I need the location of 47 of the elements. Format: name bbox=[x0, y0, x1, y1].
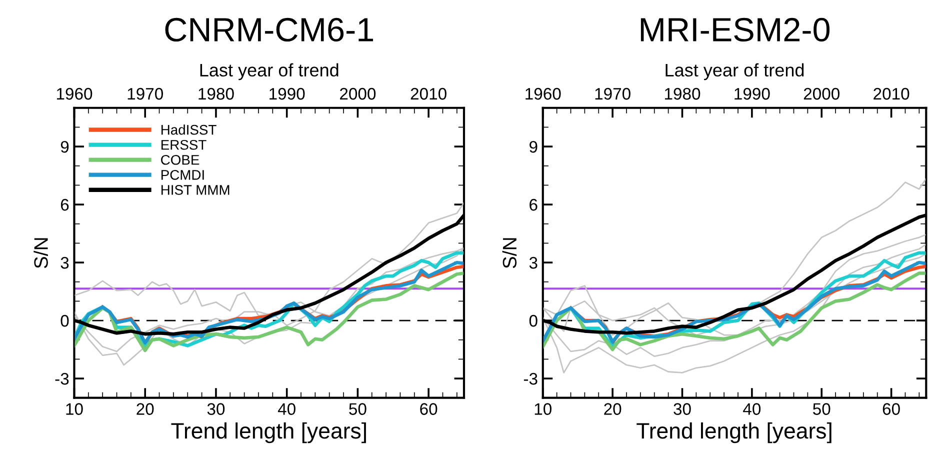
x-tick-label: 10 bbox=[66, 403, 83, 415]
x-axis-title: Trend length [years] bbox=[171, 422, 366, 444]
legend-label: HadISST bbox=[161, 124, 216, 135]
y-tick-label: 9 bbox=[60, 140, 69, 153]
legend-label: HIST MMM bbox=[161, 185, 230, 195]
legend-label: ERSST bbox=[161, 140, 206, 150]
x2-tick-label: 1970 bbox=[595, 88, 630, 100]
x-tick-label: 40 bbox=[278, 403, 296, 415]
y-tick-label: 6 bbox=[60, 198, 69, 211]
x2-tick-label: 2010 bbox=[410, 88, 446, 100]
y-tick-label: -3 bbox=[55, 372, 69, 385]
chart-title: MRI-ESM2-0 bbox=[640, 18, 830, 42]
x-tick-label: 20 bbox=[604, 403, 622, 415]
x2-tick-label: 1970 bbox=[128, 88, 163, 100]
x-tick-label: 20 bbox=[136, 403, 154, 415]
x-tick-label: 10 bbox=[534, 403, 552, 415]
y-axis-title: S/N bbox=[502, 238, 517, 268]
x-tick-label: 50 bbox=[349, 403, 366, 415]
y-axis-title: S/N bbox=[34, 238, 48, 268]
legend-label: COBE bbox=[161, 154, 200, 165]
x2-tick-label: 1960 bbox=[526, 88, 561, 100]
x-tick-label: 30 bbox=[674, 403, 691, 415]
x2-axis-title: Last year of trend bbox=[200, 63, 338, 80]
y-tick-label: 6 bbox=[530, 198, 538, 211]
y-tick-label: 0 bbox=[60, 314, 69, 327]
chart-title: CNRM-CM6-1 bbox=[165, 18, 374, 42]
legend-label: PCMDI bbox=[161, 170, 204, 180]
x-tick-label: 40 bbox=[743, 403, 761, 415]
x-tick-label: 30 bbox=[207, 403, 225, 415]
x2-tick-label: 1980 bbox=[664, 88, 700, 100]
x2-tick-label: 1960 bbox=[56, 88, 92, 100]
x2-tick-label: 2000 bbox=[340, 88, 376, 100]
y-tick-label: 3 bbox=[60, 256, 69, 269]
x2-tick-label: 2010 bbox=[874, 88, 910, 100]
x-tick-label: 50 bbox=[813, 403, 830, 415]
y-tick-label: 9 bbox=[530, 140, 538, 153]
x2-tick-label: 1980 bbox=[198, 88, 234, 100]
y-tick-label: 3 bbox=[529, 256, 538, 269]
x2-tick-label: 1990 bbox=[270, 88, 305, 100]
x-tick-label: 60 bbox=[882, 403, 900, 415]
y-tick-label: 0 bbox=[529, 314, 538, 327]
x-axis-title: Trend length [years] bbox=[636, 422, 832, 444]
y-tick-label: -3 bbox=[524, 372, 538, 385]
x2-tick-label: 2000 bbox=[804, 88, 840, 100]
x2-axis-title: Last year of trend bbox=[666, 63, 804, 80]
x2-tick-label: 1990 bbox=[734, 88, 770, 100]
x-tick-label: 60 bbox=[420, 403, 438, 415]
